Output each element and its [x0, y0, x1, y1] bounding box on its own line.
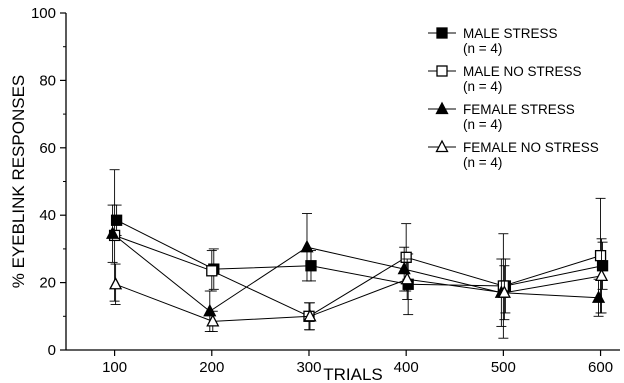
data-point	[594, 249, 607, 262]
data-point	[435, 101, 449, 115]
legend-label: FEMALE STRESS	[463, 102, 575, 117]
series-line	[114, 234, 601, 317]
data-point	[109, 276, 123, 290]
data-point	[594, 268, 609, 282]
series-female-no-stress	[109, 238, 609, 332]
data-point	[300, 239, 314, 253]
plot-series	[106, 169, 609, 339]
data-point	[436, 27, 448, 39]
x-axis-title: TRIALS	[323, 365, 383, 383]
y-tick-label: 0	[48, 342, 56, 359]
data-point	[110, 214, 123, 226]
x-tick-label: 500	[491, 359, 516, 376]
y-tick-label: 80	[39, 72, 56, 89]
y-tick-label: 40	[39, 207, 56, 224]
legend-sublabel: (n = 4)	[463, 41, 502, 56]
legend-label: MALE STRESS	[463, 26, 558, 41]
data-point	[596, 260, 609, 272]
data-point	[400, 271, 414, 285]
data-point	[436, 65, 448, 77]
series-male-stress	[110, 204, 609, 316]
y-tick-label: 20	[39, 275, 56, 292]
data-point	[206, 265, 218, 277]
legend-item: MALE STRESS(n = 4)	[428, 26, 558, 56]
data-point	[497, 285, 511, 298]
legend-label: MALE NO STRESS	[463, 64, 582, 79]
data-point	[303, 308, 317, 322]
series-line	[116, 219, 603, 287]
legend-sublabel: (n = 4)	[463, 79, 502, 94]
legend-label: FEMALE NO STRESS	[463, 140, 599, 155]
data-point	[435, 139, 449, 153]
x-tick-label: 600	[588, 359, 613, 376]
legend: MALE STRESS(n = 4)MALE NO STRESS(n = 4)F…	[428, 26, 599, 170]
data-point	[206, 313, 220, 327]
data-point	[305, 260, 317, 272]
legend-item: MALE NO STRESS(n = 4)	[428, 64, 582, 94]
legend-item: FEMALE NO STRESS(n = 4)	[428, 139, 599, 170]
y-axis-title: % EYEBLINK RESPONSES	[9, 75, 28, 289]
legend-sublabel: (n = 4)	[463, 155, 502, 170]
data-point	[400, 251, 412, 263]
legend-sublabel: (n = 4)	[463, 117, 502, 132]
x-tick-label: 300	[296, 359, 321, 376]
x-tick-label: 200	[199, 359, 224, 376]
data-point	[106, 226, 120, 239]
x-tick-label: 100	[102, 359, 127, 376]
data-point	[203, 303, 217, 317]
x-tick-label: 400	[394, 359, 419, 376]
series-line	[112, 233, 599, 312]
series-line	[115, 275, 602, 322]
x-axis-ticks: 100 200 300 400 500 600	[102, 350, 613, 376]
data-point	[591, 290, 606, 303]
series-female-stress	[106, 204, 606, 332]
y-axis-ticks: 0 20 40 60 80 100	[31, 5, 66, 359]
y-tick-label: 60	[39, 140, 56, 157]
y-tick-label: 100	[31, 5, 56, 22]
legend-item: FEMALE STRESS(n = 4)	[428, 101, 575, 132]
